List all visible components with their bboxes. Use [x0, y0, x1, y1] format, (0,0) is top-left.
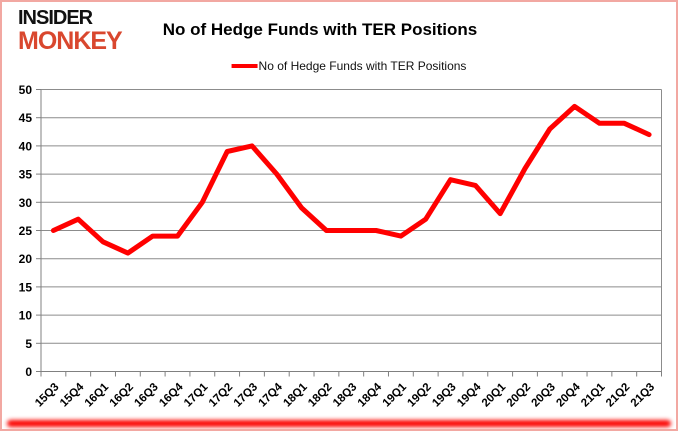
y-axis-label: 50 — [19, 83, 33, 97]
x-axis-label: 20Q2 — [505, 381, 533, 409]
chart-title: No of Hedge Funds with TER Positions — [162, 20, 478, 39]
x-axis-label: 17Q4 — [257, 381, 286, 410]
x-axis-label: 19Q2 — [405, 381, 433, 409]
x-axis-label: 17Q2 — [207, 381, 235, 409]
x-axis-label: 16Q3 — [132, 381, 160, 409]
x-axis-label: 17Q1 — [182, 381, 211, 410]
x-axis-label: 19Q4 — [455, 381, 484, 410]
x-axis-label: 18Q1 — [281, 381, 310, 410]
x-axis-label: 21Q3 — [629, 381, 657, 409]
y-axis-label: 45 — [19, 111, 33, 125]
x-axis-label: 19Q1 — [381, 381, 410, 410]
x-axis-label: 16Q1 — [83, 381, 112, 410]
y-axis-label: 5 — [25, 337, 32, 351]
x-axis-label: 20Q1 — [480, 381, 509, 410]
y-axis-label: 0 — [25, 365, 32, 379]
y-axis-label: 20 — [19, 252, 33, 266]
x-axis-label: 18Q4 — [356, 381, 385, 410]
x-axis-label: 15Q3 — [33, 381, 61, 409]
y-axis-label: 35 — [19, 168, 33, 182]
legend-line-swatch-icon — [231, 64, 258, 68]
x-axis-label: 21Q2 — [604, 381, 632, 409]
logo-line-insider: INSIDER — [18, 7, 93, 29]
insider-monkey-logo: INSIDER MONKEY — [18, 7, 123, 55]
x-axis-label: 20Q3 — [530, 381, 558, 409]
y-axis-label: 25 — [19, 224, 33, 238]
legend-label: No of Hedge Funds with TER Positions — [258, 59, 467, 73]
x-axis-label: 18Q3 — [331, 381, 359, 409]
x-axis-label: 16Q4 — [157, 381, 186, 410]
x-axis-label: 18Q2 — [306, 381, 334, 409]
x-axis-label: 16Q2 — [108, 381, 136, 409]
y-axis-label: 10 — [19, 309, 33, 323]
y-axis-label: 30 — [19, 196, 33, 210]
bottom-red-bar — [7, 420, 671, 427]
y-axis-label: 15 — [19, 280, 33, 294]
x-axis-label: 21Q1 — [579, 381, 608, 410]
x-axis-label: 20Q4 — [554, 381, 583, 410]
y-axis-label: 40 — [19, 139, 33, 153]
x-axis-label: 19Q3 — [430, 381, 458, 409]
series-line — [50, 103, 652, 256]
x-axis-label: 15Q4 — [58, 381, 87, 410]
legend: No of Hedge Funds with TER Positions — [231, 59, 467, 73]
x-axis-label: 17Q3 — [232, 381, 260, 409]
logo-line-monkey: MONKEY — [18, 27, 123, 55]
